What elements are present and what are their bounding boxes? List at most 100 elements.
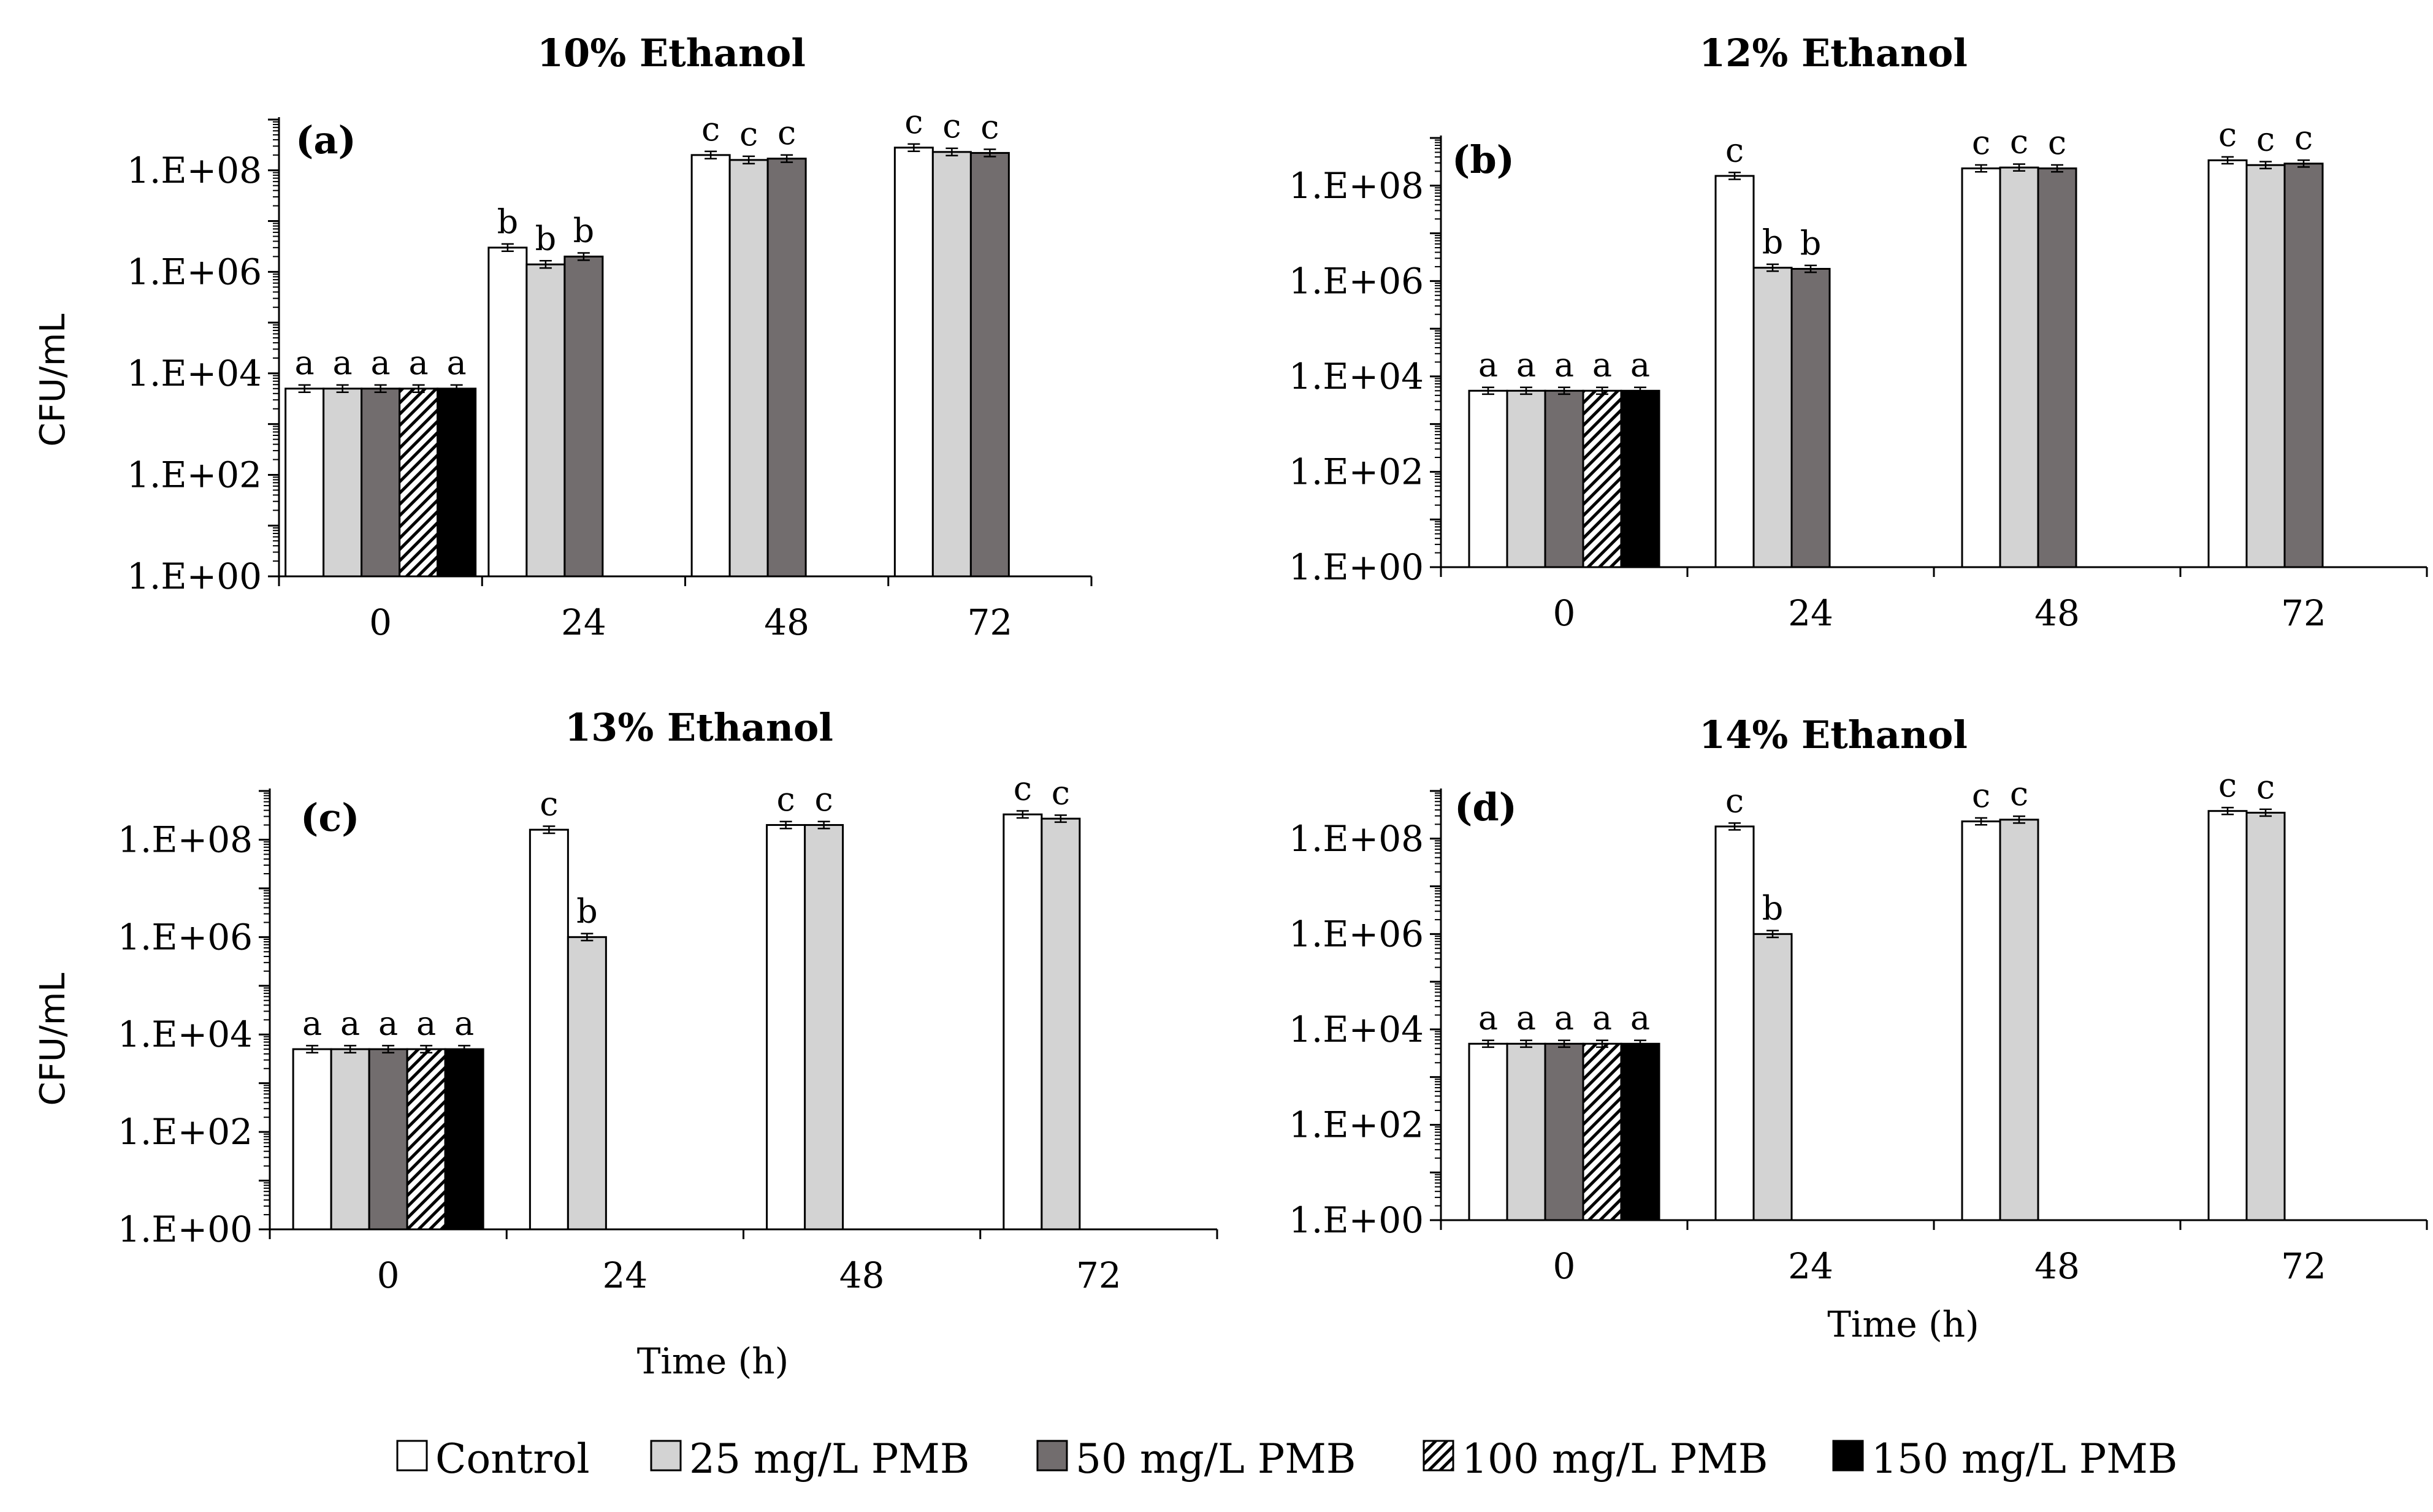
bar: [1468, 389, 1508, 568]
significance-label: a: [371, 343, 391, 382]
significance-label: b: [573, 211, 595, 250]
significance-label: a: [1554, 346, 1574, 384]
x-axis-label: Time (h): [1827, 1304, 1979, 1345]
bar: [368, 1048, 408, 1231]
bar: [406, 1048, 446, 1231]
bar: [931, 151, 972, 578]
y-axis-label: CFU/mL: [33, 314, 73, 447]
bar: [1714, 175, 1755, 568]
significance-label: c: [2294, 118, 2313, 157]
bar: [1620, 1042, 1660, 1221]
x-tick-label: 24: [602, 1254, 647, 1296]
x-tick-label: 48: [764, 601, 809, 643]
chart-panel-2: 12% Ethanol (b) 1.E+00 1.E+02 1.E+04 1.E+06 1.…: [1289, 31, 2428, 634]
x-tick-label: 72: [1076, 1254, 1121, 1296]
significance-label: c: [701, 110, 720, 148]
bar: [1961, 820, 2001, 1221]
bar: [1790, 267, 1831, 568]
legend-item: 25 mg/L PMB: [650, 1435, 969, 1483]
bar: [292, 1048, 332, 1231]
significance-label: a: [454, 1004, 474, 1042]
bar: [1752, 267, 1793, 568]
legend-label: 150 mg/L PMB: [1871, 1435, 2177, 1483]
significance-label: c: [815, 780, 833, 819]
bar: [2207, 810, 2248, 1221]
y-tick-label: 1.E+00: [127, 556, 262, 597]
y-tick-label: 1.E+08: [1289, 818, 1424, 860]
bar: [1620, 389, 1660, 568]
chart-panel-1: 10% Ethanol (a) 1.E+00 1.E+02 1.E+04 1.E+06 1.…: [33, 31, 1093, 643]
x-tick-label: 0: [1553, 592, 1576, 634]
x-tick-label: 0: [369, 601, 392, 643]
panel-label: (a): [296, 118, 356, 162]
bar: [1544, 389, 1584, 568]
significance-label: a: [1478, 346, 1498, 384]
legend-swatch: [650, 1440, 682, 1472]
legend-swatch: [1036, 1440, 1068, 1472]
y-tick-label: 1.E+04: [1289, 1009, 1424, 1050]
bar: [1582, 389, 1622, 568]
significance-label: c: [777, 113, 796, 152]
bar: [323, 388, 363, 578]
y-tick-label: 1.E+08: [127, 150, 262, 191]
legend-label: 25 mg/L PMB: [689, 1435, 969, 1483]
significance-label: a: [1554, 999, 1574, 1037]
y-tick-label: 1.E+06: [1289, 260, 1424, 302]
x-tick-label: 48: [2034, 1245, 2080, 1287]
bar: [1506, 389, 1546, 568]
significance-label: a: [333, 343, 353, 382]
y-tick-label: 1.E+02: [1289, 451, 1424, 492]
bar: [2207, 159, 2248, 568]
bar: [1582, 1042, 1622, 1221]
bar: [2037, 167, 2077, 568]
bar: [1468, 1042, 1508, 1221]
chart-panel-3: 13% Ethanol (c) 1.E+00 1.E+02 1.E+04 1.E+06 1.…: [33, 705, 1218, 1382]
bar: [563, 255, 604, 578]
legend-swatch: [1832, 1440, 1864, 1472]
panel-label: (d): [1454, 785, 1517, 830]
significance-label: a: [1516, 999, 1536, 1037]
x-tick-label: 72: [967, 601, 1012, 643]
x-tick-label: 0: [1553, 1245, 1576, 1287]
bar: [766, 158, 807, 578]
y-tick-label: 1.E+00: [118, 1208, 253, 1250]
y-tick-label: 1.E+00: [1289, 546, 1424, 588]
y-tick-label: 1.E+06: [1289, 913, 1424, 955]
panel-label: (b): [1452, 137, 1514, 182]
significance-label: a: [1478, 999, 1498, 1037]
significance-label: c: [777, 780, 795, 819]
significance-label: b: [1762, 223, 1784, 261]
y-tick-label: 1.E+00: [1289, 1199, 1424, 1241]
significance-label: c: [1725, 781, 1744, 820]
bar: [728, 159, 769, 578]
x-tick-label: 24: [1788, 1245, 1833, 1287]
y-tick-label: 1.E+06: [127, 251, 262, 292]
bar: [525, 263, 566, 578]
bar: [1714, 825, 1755, 1221]
bar: [330, 1048, 370, 1231]
significance-label: c: [904, 102, 923, 141]
significance-label: c: [2218, 766, 2237, 804]
y-tick-label: 1.E+06: [118, 916, 253, 958]
bar: [1999, 819, 2039, 1221]
legend: Control 25 mg/L PMB 50 mg/L PMB 100 mg/L PM…: [396, 1435, 2177, 1483]
significance-label: c: [1014, 769, 1032, 808]
legend-item: 150 mg/L PMB: [1832, 1435, 2177, 1483]
significance-label: a: [1516, 346, 1536, 384]
bar: [766, 824, 806, 1231]
x-tick-label: 48: [2034, 592, 2080, 634]
significance-label: c: [2010, 123, 2028, 161]
significance-label: b: [497, 202, 519, 241]
bar: [437, 388, 477, 578]
significance-label: c: [540, 785, 558, 823]
y-tick-label: 1.E+04: [1289, 356, 1424, 397]
significance-label: c: [2218, 115, 2237, 154]
significance-label: c: [1972, 776, 1990, 815]
x-tick-label: 24: [1788, 592, 1833, 634]
y-tick-label: 1.E+08: [118, 819, 253, 860]
significance-label: a: [447, 343, 467, 382]
y-tick-label: 1.E+08: [1289, 165, 1424, 207]
bar: [399, 388, 439, 578]
significance-label: a: [1592, 346, 1612, 384]
significance-label: a: [302, 1004, 322, 1042]
